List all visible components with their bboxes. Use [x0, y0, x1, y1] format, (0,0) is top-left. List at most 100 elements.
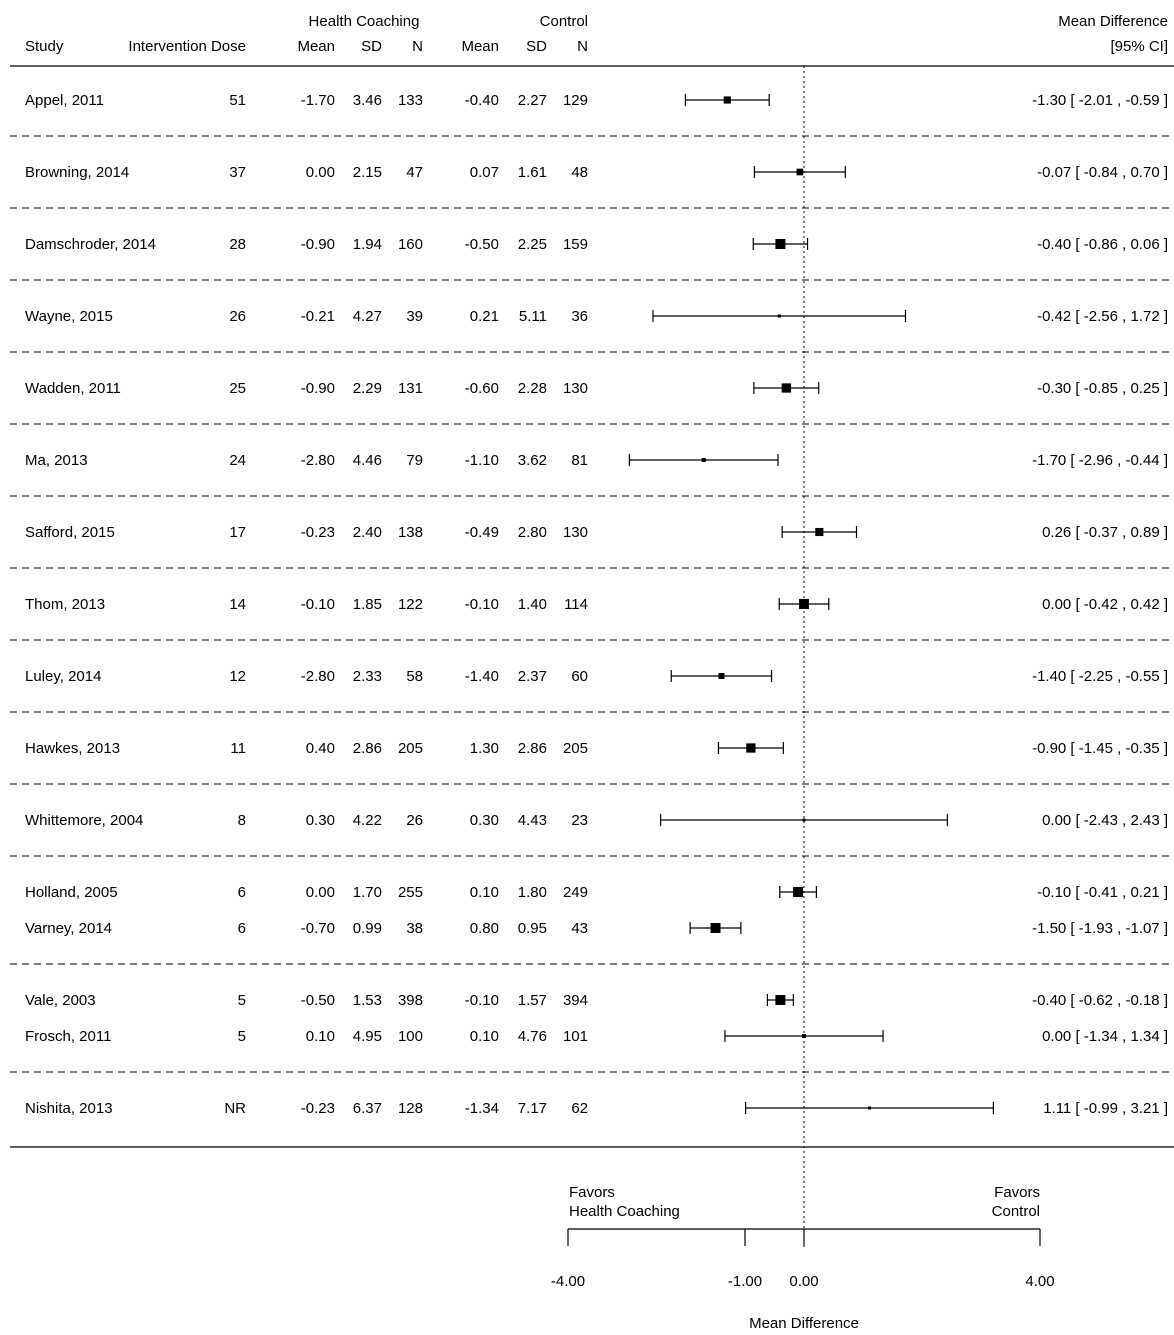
control-n: 129 [563, 92, 588, 109]
favors-right-line2: Control [992, 1203, 1040, 1220]
control-sd: 1.57 [518, 992, 547, 1009]
control-mean: -1.40 [465, 668, 499, 685]
control-sd: 1.40 [518, 596, 547, 613]
control-n: 23 [571, 812, 588, 829]
hc-sd: 4.22 [353, 812, 382, 829]
mean-difference-ci: -1.30 [ -2.01 , -0.59 ] [1032, 92, 1168, 109]
point-estimate [793, 887, 804, 897]
intervention-dose: NR [224, 1100, 246, 1117]
header-mean-difference: Mean Difference [1058, 13, 1168, 30]
mean-difference-ci: 0.00 [ -1.34 , 1.34 ] [1042, 1028, 1168, 1045]
control-n: 81 [571, 452, 588, 469]
control-sd: 1.61 [518, 164, 547, 181]
mean-difference-ci: -0.30 [ -0.85 , 0.25 ] [1037, 380, 1168, 397]
study-name: Vale, 2003 [25, 992, 96, 1009]
header-c-n: N [577, 38, 588, 55]
study-name: Damschroder, 2014 [25, 236, 156, 253]
study-row: Nishita, 2013 NR -0.23 6.37 128 -1.34 7.17 62 1.… [25, 1100, 1168, 1117]
intervention-dose: 14 [229, 596, 246, 613]
study-row: Luley, 2014 12 -2.80 2.33 58 -1.40 2.37 60 -1.40… [25, 668, 1168, 685]
study-name: Appel, 2011 [25, 92, 104, 109]
hc-mean: -1.70 [301, 92, 335, 109]
hc-mean: 0.10 [306, 1028, 335, 1045]
hc-sd: 1.70 [353, 884, 382, 901]
study-row: Appel, 2011 51 -1.70 3.46 133 -0.40 2.27 129 -1.… [25, 92, 1168, 109]
control-sd: 4.43 [518, 812, 547, 829]
intervention-dose: 25 [229, 380, 246, 397]
study-row: Varney, 2014 6 -0.70 0.99 38 0.80 0.95 43 -1.50 … [25, 920, 1168, 937]
control-sd: 5.11 [519, 308, 547, 325]
study-name: Holland, 2005 [25, 884, 118, 901]
header-health-coaching: Health Coaching [309, 13, 420, 30]
control-n: 205 [563, 740, 588, 757]
hc-sd: 1.53 [353, 992, 382, 1009]
mean-difference-ci: 0.26 [ -0.37 , 0.89 ] [1042, 524, 1168, 541]
hc-n: 39 [406, 308, 423, 325]
mean-difference-ci: 0.00 [ -0.42 , 0.42 ] [1042, 596, 1168, 613]
hc-mean: 0.00 [306, 164, 335, 181]
study-row: Wayne, 2015 26 -0.21 4.27 39 0.21 5.11 36 -0.42 … [25, 308, 1168, 325]
control-sd: 4.76 [518, 1028, 547, 1045]
intervention-dose: 17 [229, 524, 246, 541]
mean-difference-ci: -1.40 [ -2.25 , -0.55 ] [1032, 668, 1168, 685]
hc-mean: -0.90 [301, 380, 335, 397]
study-row: Ma, 2013 24 -2.80 4.46 79 -1.10 3.62 81 -1.70 [ … [25, 452, 1168, 469]
control-mean: -0.49 [465, 524, 499, 541]
mean-difference-ci: -0.42 [ -2.56 , 1.72 ] [1037, 308, 1168, 325]
point-estimate [802, 818, 806, 822]
control-mean: 0.30 [470, 812, 499, 829]
intervention-dose: 6 [238, 884, 246, 901]
header-dose: Intervention Dose [128, 38, 246, 55]
control-mean: 0.10 [470, 1028, 499, 1045]
column-headers: Study Intervention Dose Health Coaching … [25, 13, 1168, 55]
control-sd: 2.28 [518, 380, 547, 397]
study-name: Wayne, 2015 [25, 308, 113, 325]
hc-mean: -0.50 [301, 992, 335, 1009]
hc-sd: 2.15 [353, 164, 382, 181]
control-n: 130 [563, 380, 588, 397]
hc-n: 205 [398, 740, 423, 757]
control-mean: 0.10 [470, 884, 499, 901]
control-mean: -0.40 [465, 92, 499, 109]
control-mean: 1.30 [470, 740, 499, 757]
mean-difference-ci: 1.11 [ -0.99 , 3.21 ] [1043, 1100, 1168, 1117]
study-name: Frosch, 2011 [25, 1028, 111, 1045]
control-n: 36 [571, 308, 588, 325]
hc-n: 255 [398, 884, 423, 901]
control-sd: 2.37 [518, 668, 547, 685]
mean-difference-ci: -0.10 [ -0.41 , 0.21 ] [1037, 884, 1168, 901]
header-control: Control [540, 13, 588, 30]
study-name: Hawkes, 2013 [25, 740, 120, 757]
study-row: Frosch, 2011 5 0.10 4.95 100 0.10 4.76 101 0.00 … [25, 1028, 1168, 1045]
hc-sd: 6.37 [353, 1100, 382, 1117]
hc-sd: 2.29 [353, 380, 382, 397]
control-n: 43 [571, 920, 588, 937]
control-sd: 2.86 [518, 740, 547, 757]
control-n: 130 [563, 524, 588, 541]
control-sd: 3.62 [518, 452, 547, 469]
control-mean: -0.10 [465, 992, 499, 1009]
hc-sd: 2.40 [353, 524, 382, 541]
tick-label: -4.00 [551, 1273, 585, 1290]
point-estimate [775, 239, 786, 249]
hc-sd: 4.46 [353, 452, 382, 469]
control-sd: 2.25 [518, 236, 547, 253]
header-study: Study [25, 38, 64, 55]
control-mean: -0.10 [465, 596, 499, 613]
study-rows: Appel, 2011 51 -1.70 3.46 133 -0.40 2.27 129 -1.… [25, 92, 1168, 1117]
x-axis: Favors Health Coaching Favors Control -4… [551, 1184, 1055, 1332]
hc-mean: -2.80 [301, 452, 335, 469]
control-sd: 2.27 [518, 92, 547, 109]
hc-mean: -2.80 [301, 668, 335, 685]
hc-n: 160 [398, 236, 423, 253]
hc-n: 79 [406, 452, 423, 469]
point-estimate [723, 96, 731, 104]
intervention-dose: 11 [230, 740, 246, 757]
hc-n: 100 [398, 1028, 423, 1045]
point-estimate [815, 527, 824, 537]
header-c-mean: Mean [461, 38, 499, 55]
study-row: Browning, 2014 37 0.00 2.15 47 0.07 1.61 48 -0.0… [25, 164, 1168, 181]
control-mean: -1.10 [465, 452, 499, 469]
study-row: Damschroder, 2014 28 -0.90 1.94 160 -0.50 2.25… [25, 236, 1168, 253]
study-row: Safford, 2015 17 -0.23 2.40 138 -0.49 2.80 130 0… [25, 524, 1168, 541]
